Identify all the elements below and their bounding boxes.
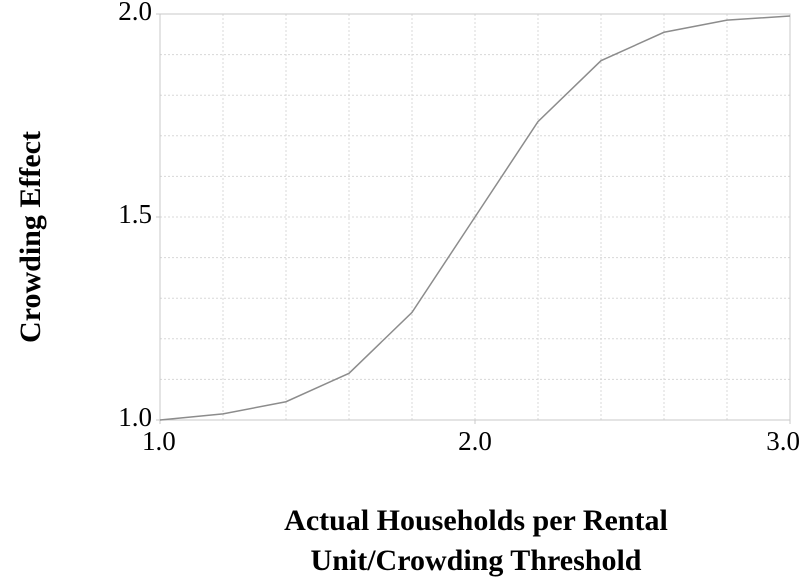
x-tick-label: 1.0 bbox=[142, 426, 176, 456]
y-tick-label: 2.0 bbox=[118, 0, 152, 26]
x-axis-title: Actual Households per Rental bbox=[284, 504, 668, 537]
data-line bbox=[159, 15, 791, 421]
x-tick-label: 2.0 bbox=[458, 426, 492, 456]
y-tick-label: 1.5 bbox=[118, 199, 152, 229]
y-tick-label: 1.0 bbox=[118, 402, 152, 432]
x-tick-label: 3.0 bbox=[766, 426, 800, 456]
x-axis-title: Unit/Crowding Threshold bbox=[311, 544, 642, 577]
y-axis-title: Crowding Effect bbox=[14, 131, 47, 343]
